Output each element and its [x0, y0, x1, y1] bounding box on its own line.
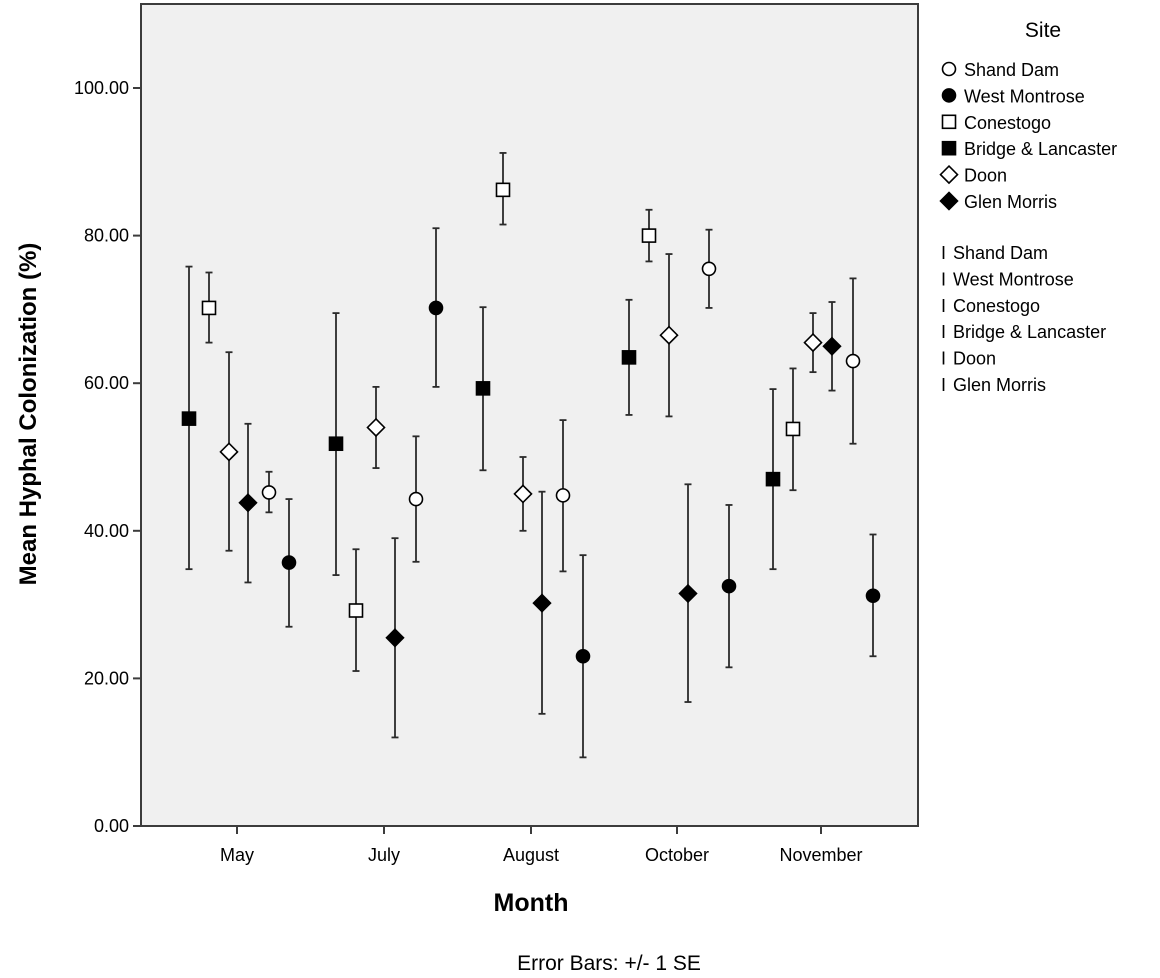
- point-west-montrose: [865, 588, 881, 604]
- point-doon: [366, 417, 386, 438]
- point-west-montrose: [281, 555, 297, 570]
- data-marks: [181, 152, 881, 759]
- legend-errorbar-icon: I: [941, 375, 946, 395]
- legend-errorbar-icon: I: [941, 243, 946, 263]
- series-bridge-and-lancaster: [181, 265, 781, 576]
- point-doon: [513, 484, 533, 504]
- y-tick-label: 0.00: [94, 816, 129, 836]
- legend-errorbar-label-bridge-and-lancaster: Bridge & Lancaster: [953, 322, 1106, 342]
- legend-errorbar-label-doon: Doon: [953, 349, 996, 369]
- legend-errorbar-icon: I: [941, 349, 946, 369]
- point-glen-morris: [822, 336, 842, 356]
- legend-errorbar-icon: I: [941, 296, 946, 316]
- legend-marker-bridge-and-lancaster: [941, 140, 957, 156]
- x-tick-label: November: [779, 845, 862, 865]
- legend-label-shand-dam: Shand Dam: [964, 60, 1059, 80]
- x-tick-label: July: [368, 845, 400, 865]
- point-doon: [803, 332, 823, 353]
- legend-errorbar-icon: I: [941, 269, 946, 289]
- legend-label-glen-morris: Glen Morris: [964, 192, 1057, 212]
- point-west-montrose: [721, 578, 737, 594]
- legend-title: Site: [1025, 19, 1061, 42]
- x-tick-label: May: [220, 845, 254, 865]
- y-tick-label: 100.00: [74, 78, 129, 98]
- legend-errorbar-label-glen-morris: Glen Morris: [953, 375, 1046, 395]
- series-glen-morris: [238, 301, 842, 739]
- point-bridge-and-lancaster: [475, 381, 491, 396]
- point-conestogo: [201, 300, 217, 316]
- legend-errorbar-label-shand-dam: Shand Dam: [953, 243, 1048, 263]
- x-axis-title: Month: [494, 889, 569, 917]
- legend-label-conestogo: Conestogo: [964, 113, 1051, 133]
- point-glen-morris: [678, 583, 698, 604]
- error-bars-footnote: Error Bars: +/- 1 SE: [517, 952, 701, 975]
- point-shand-dam: [701, 261, 717, 277]
- point-conestogo: [785, 421, 801, 437]
- legend-marker-glen-morris: [939, 191, 959, 211]
- y-tick-label: 60.00: [84, 373, 129, 393]
- point-doon: [219, 442, 239, 462]
- series-shand-dam: [261, 228, 861, 573]
- legend-marker-conestogo: [941, 114, 957, 130]
- series-west-montrose: [281, 227, 881, 759]
- point-west-montrose: [575, 648, 591, 664]
- y-tick-label: 40.00: [84, 521, 129, 541]
- legend-label-west-montrose: West Montrose: [964, 86, 1085, 106]
- point-shand-dam: [845, 353, 861, 369]
- point-doon: [659, 325, 679, 345]
- point-glen-morris: [238, 493, 258, 513]
- point-shand-dam: [408, 491, 424, 507]
- point-bridge-and-lancaster: [765, 471, 781, 487]
- x-tick-label: August: [503, 845, 559, 865]
- legend: Site Shand Dam West Montrose Conestogo Brid…: [939, 19, 1117, 395]
- legend-errorbar-label-west-montrose: West Montrose: [953, 269, 1074, 289]
- y-tick-label: 20.00: [84, 668, 129, 688]
- point-conestogo: [641, 228, 657, 243]
- legend-marker-west-montrose: [941, 88, 957, 103]
- legend-errorbar-icon: I: [941, 322, 946, 342]
- point-bridge-and-lancaster: [621, 350, 637, 365]
- point-shand-dam: [555, 488, 571, 503]
- legend-label-bridge-and-lancaster: Bridge & Lancaster: [964, 139, 1117, 159]
- x-tick-label: October: [645, 845, 709, 865]
- point-west-montrose: [428, 300, 444, 316]
- y-tick-label: 80.00: [84, 226, 129, 246]
- point-glen-morris: [532, 593, 552, 613]
- legend-marker-shand-dam: [941, 61, 957, 77]
- y-axis: 0.00 20.00 40.00 60.00 80.00 100.00: [74, 78, 141, 836]
- point-conestogo: [495, 182, 511, 198]
- point-glen-morris: [385, 628, 405, 648]
- legend-marker-doon: [939, 164, 959, 185]
- legend-label-doon: Doon: [964, 166, 1007, 186]
- point-shand-dam: [261, 485, 277, 500]
- y-axis-title: Mean Hyphal Colonization (%): [15, 243, 42, 586]
- series-doon: [219, 253, 823, 552]
- x-axis: May July August October November: [220, 826, 863, 865]
- point-conestogo: [348, 603, 364, 618]
- plot-area: [140, 3, 919, 827]
- point-bridge-and-lancaster: [328, 436, 344, 452]
- point-bridge-and-lancaster: [181, 411, 197, 426]
- series-conestogo: [201, 152, 801, 672]
- legend-errorbar-label-conestogo: Conestogo: [953, 296, 1040, 316]
